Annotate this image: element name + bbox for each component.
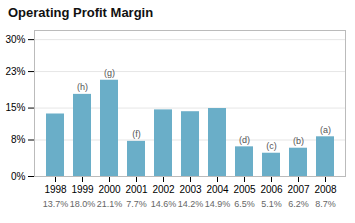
svg-text:7.7%: 7.7%: [126, 199, 147, 209]
svg-text:2002: 2002: [152, 184, 175, 195]
svg-text:2007: 2007: [287, 184, 310, 195]
svg-text:2008: 2008: [314, 184, 337, 195]
html-text:Operating Profit Margin: Operating Profit Margin: [8, 5, 154, 20]
svg-text:(h): (h): [77, 82, 88, 92]
svg-text:1999: 1999: [71, 184, 94, 195]
svg-text:14.6%: 14.6%: [151, 199, 177, 209]
svg-text:2000: 2000: [98, 184, 121, 195]
svg-text:(c): (c): [266, 141, 277, 151]
svg-text:6.2%: 6.2%: [288, 199, 309, 209]
svg-text:23%: 23%: [5, 66, 25, 77]
svg-text:(f): (f): [132, 129, 141, 139]
svg-text:(d): (d): [239, 135, 250, 145]
svg-text:(b): (b): [293, 136, 304, 146]
svg-text:2004: 2004: [206, 184, 229, 195]
svg-text:5.1%: 5.1%: [261, 199, 282, 209]
svg-text:14.9%: 14.9%: [205, 199, 231, 209]
svg-text:2006: 2006: [260, 184, 283, 195]
svg-text:8%: 8%: [11, 134, 26, 145]
svg-text:6.5%: 6.5%: [234, 199, 255, 209]
svg-text:30%: 30%: [5, 34, 25, 45]
svg-text:13.7%: 13.7%: [43, 199, 69, 209]
svg-text:18.0%: 18.0%: [70, 199, 96, 209]
svg-text:2003: 2003: [179, 184, 202, 195]
svg-text:21.1%: 21.1%: [97, 199, 123, 209]
svg-text:1998: 1998: [44, 184, 67, 195]
svg-text:15%: 15%: [5, 102, 25, 113]
svg-text:2001: 2001: [125, 184, 148, 195]
svg-text:8.7%: 8.7%: [315, 199, 336, 209]
svg-text:2005: 2005: [233, 184, 256, 195]
svg-text:14.2%: 14.2%: [178, 199, 204, 209]
svg-text:(a): (a): [320, 125, 331, 135]
svg-text:(g): (g): [104, 68, 115, 78]
svg-text:0%: 0%: [11, 171, 26, 182]
